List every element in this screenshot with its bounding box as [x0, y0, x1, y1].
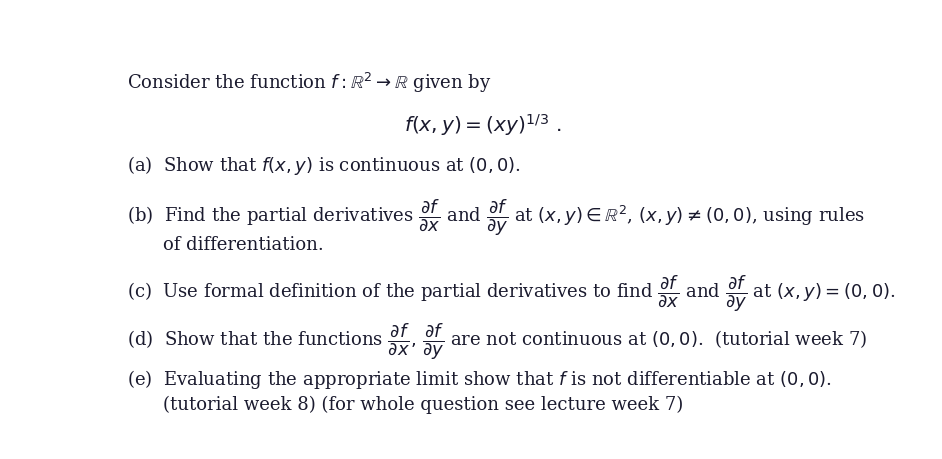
Text: $f(x, y) = (xy)^{1/3}\ .$: $f(x, y) = (xy)^{1/3}\ .$: [404, 112, 561, 138]
Text: Consider the function $f : \mathbb{R}^2 \to \mathbb{R}$ given by: Consider the function $f : \mathbb{R}^2 …: [126, 71, 491, 95]
Text: of differentiation.: of differentiation.: [163, 235, 324, 253]
Text: (c)  Use formal definition of the partial derivatives to find $\dfrac{\partial f: (c) Use formal definition of the partial…: [126, 273, 895, 313]
Text: (tutorial week 8) (for whole question see lecture week 7): (tutorial week 8) (for whole question se…: [163, 395, 683, 413]
Text: (b)  Find the partial derivatives $\dfrac{\partial f}{\partial x}$ and $\dfrac{\: (b) Find the partial derivatives $\dfrac…: [126, 196, 865, 237]
Text: (d)  Show that the functions $\dfrac{\partial f}{\partial x},\, \dfrac{\partial : (d) Show that the functions $\dfrac{\par…: [126, 321, 867, 361]
Text: (e)  Evaluating the appropriate limit show that $f$ is not differentiable at $(0: (e) Evaluating the appropriate limit sho…: [126, 367, 832, 390]
Text: (a)  Show that $f(x, y)$ is continuous at $(0, 0)$.: (a) Show that $f(x, y)$ is continuous at…: [126, 154, 521, 177]
